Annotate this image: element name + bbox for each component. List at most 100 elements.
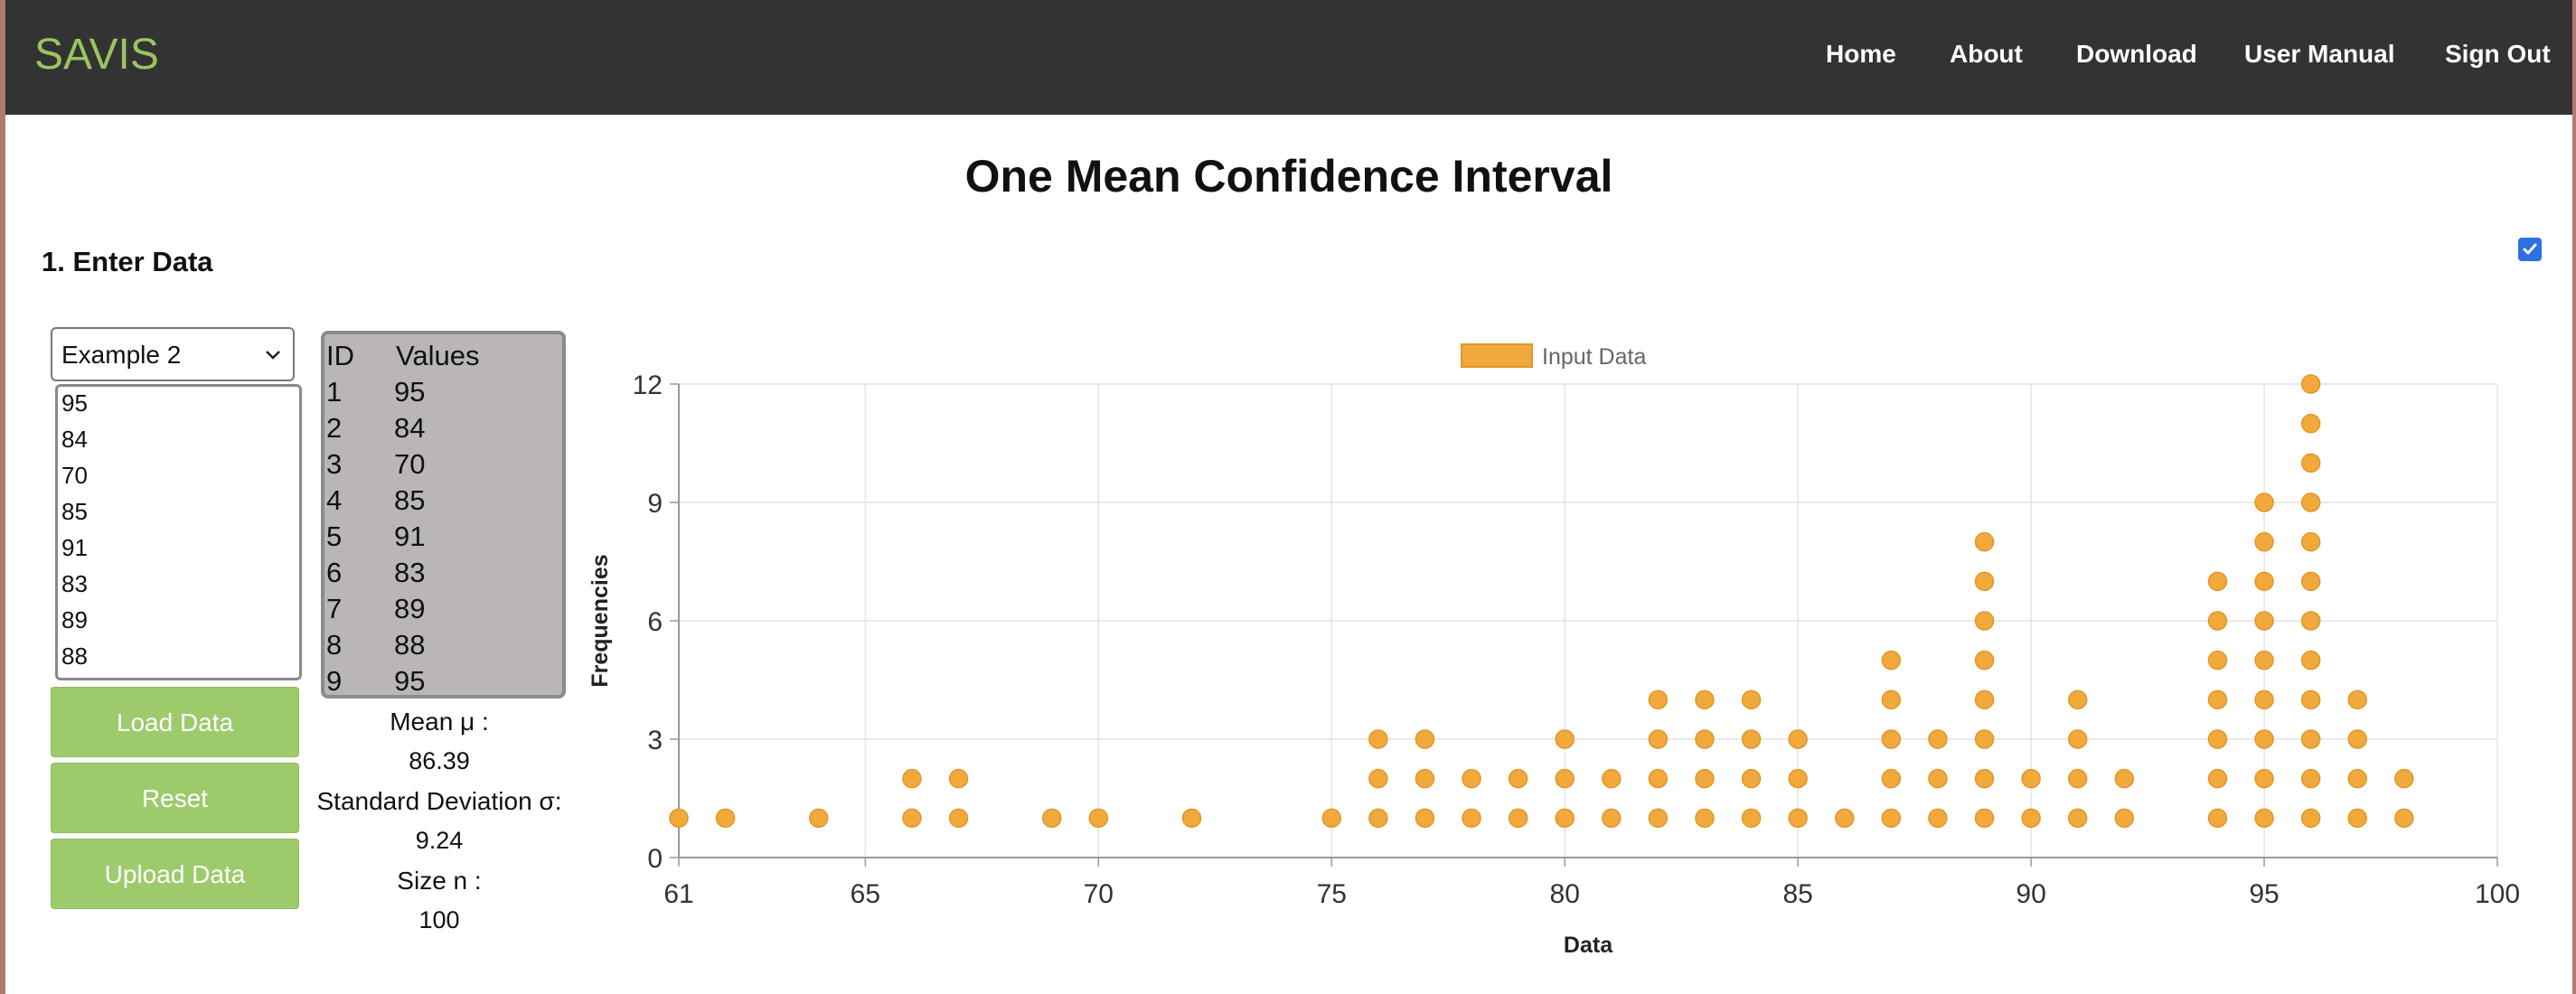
nav-home[interactable]: Home: [1826, 40, 1896, 68]
data-point: [1881, 689, 1902, 710]
textarea-line: 91: [61, 534, 88, 561]
y-tick-label: 3: [647, 726, 663, 755]
textarea-line: 70: [61, 462, 88, 489]
upload-data-button[interactable]: Upload Data: [51, 839, 299, 909]
table-cell-id: 8: [326, 629, 343, 661]
table-cell-id: 3: [326, 448, 343, 480]
chevron-down-icon: [266, 351, 280, 360]
legend-label: Input Data: [1542, 344, 1646, 370]
data-point: [1974, 611, 1995, 631]
nav-about[interactable]: About: [1950, 40, 2023, 68]
data-point: [1974, 650, 1995, 670]
data-point: [2347, 689, 2367, 710]
data-point: [2067, 729, 2088, 749]
table-cell-value: 91: [394, 520, 426, 552]
y-tick-label: 9: [647, 489, 663, 519]
reset-button[interactable]: Reset: [51, 763, 299, 833]
table-cell-value: 84: [394, 412, 426, 444]
x-tick-label: 80: [1550, 879, 1580, 909]
data-point: [1741, 689, 1762, 710]
x-tick-label: 70: [1084, 879, 1114, 909]
textarea-line: 83: [61, 570, 88, 597]
x-tick-label: 90: [2016, 879, 2045, 909]
data-point: [1555, 729, 1575, 749]
data-point: [1695, 808, 1715, 829]
data-point: [1788, 768, 1808, 789]
table-cell-id: 4: [326, 484, 343, 516]
data-point: [2021, 768, 2041, 789]
data-point: [2254, 650, 2274, 670]
data-point: [1741, 808, 1762, 829]
data-point: [2207, 571, 2228, 592]
show-chart-checkbox[interactable]: [2518, 238, 2542, 261]
data-point: [1695, 729, 1715, 749]
data-point: [1462, 808, 1481, 829]
x-axis-title: Data: [1564, 933, 1613, 958]
x-tick-label: 61: [663, 879, 693, 909]
data-point: [1368, 808, 1388, 829]
data-point: [2254, 689, 2274, 710]
nav-sign-out[interactable]: Sign Out: [2445, 40, 2551, 68]
data-input-textarea[interactable]: 95 84 70 85 91 83 89 88: [55, 384, 302, 680]
data-point: [2347, 729, 2367, 749]
load-data-button[interactable]: Load Data: [51, 687, 299, 757]
table-cell-id: 6: [326, 557, 343, 588]
dataset-select[interactable]: Example 2: [51, 327, 295, 381]
table-cell-value: 83: [394, 557, 426, 588]
nav-download[interactable]: Download: [2076, 40, 2197, 68]
data-point: [1741, 729, 1762, 749]
data-point: [2300, 453, 2321, 474]
x-tick-label: 65: [851, 879, 880, 909]
data-point: [2067, 808, 2088, 829]
data-point: [1648, 808, 1669, 829]
data-point: [1974, 689, 1995, 710]
data-point: [2254, 768, 2274, 789]
data-point: [2254, 531, 2274, 552]
data-point: [1974, 571, 1995, 592]
data-point: [2300, 768, 2321, 789]
data-point: [2254, 729, 2274, 749]
data-point: [2067, 768, 2088, 789]
textarea-line: 88: [61, 642, 88, 670]
data-point: [1928, 808, 1948, 829]
mean-label: Mean μ :: [390, 708, 489, 736]
x-tick-label: 85: [1782, 879, 1812, 909]
data-point: [1181, 808, 1202, 829]
data-point: [1508, 768, 1528, 789]
dot-plot-chart: 61 65 70 75 80 85 90 95 100 0 3 6 9 12 Data Frequencies…: [588, 343, 2520, 958]
data-point: [2394, 768, 2414, 789]
data-point: [1974, 768, 1995, 789]
data-point: [1368, 729, 1388, 749]
data-point: [1415, 768, 1435, 789]
data-point: [1974, 531, 1995, 552]
data-point: [1788, 729, 1808, 749]
y-axis-title: Frequencies: [588, 554, 613, 687]
table-cell-id: 1: [326, 376, 343, 408]
data-point: [1881, 729, 1902, 749]
dataset-select-value: Example 2: [61, 341, 182, 369]
x-tick-label: 75: [1317, 879, 1347, 909]
nav-user-manual[interactable]: User Manual: [2244, 40, 2395, 68]
brand-logo[interactable]: SAVIS: [34, 31, 159, 79]
textarea-line: 85: [61, 498, 88, 525]
data-point: [2300, 611, 2321, 631]
data-point: [1834, 808, 1855, 829]
data-point: [2207, 650, 2228, 670]
data-point: [1555, 768, 1575, 789]
textarea-line: 84: [61, 426, 88, 453]
x-tick-label: 95: [2249, 879, 2279, 909]
table-cell-id: 2: [326, 412, 343, 444]
x-tick-label: 100: [2475, 879, 2520, 909]
legend-swatch: [1461, 343, 1533, 368]
data-point: [809, 808, 829, 829]
sd-label: Standard Deviation σ:: [316, 787, 562, 815]
data-table: ID Values 1 95 2 84 3 70 4 85 5 91 6 83 …: [321, 331, 566, 699]
data-point: [2300, 650, 2321, 670]
table-cell-value: 88: [394, 629, 426, 661]
data-point: [2254, 492, 2274, 512]
y-tick-label: 0: [647, 844, 663, 874]
data-point: [2207, 689, 2228, 710]
data-point: [2300, 808, 2321, 829]
data-point: [2254, 808, 2274, 829]
data-point: [1648, 729, 1669, 749]
